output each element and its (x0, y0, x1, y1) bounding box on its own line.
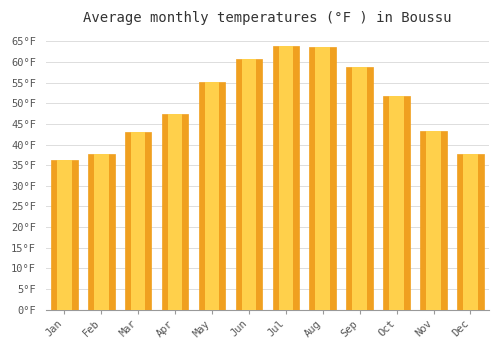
Bar (463, 154, 477, 309)
Bar (125, 132, 152, 309)
Bar (310, 47, 336, 309)
Bar (236, 59, 262, 309)
Bar (204, 82, 220, 309)
Title: Average monthly temperatures (°F ) in Boussu: Average monthly temperatures (°F ) in Bo… (83, 11, 452, 25)
Bar (57, 160, 72, 309)
Bar (168, 114, 182, 309)
Bar (316, 47, 330, 309)
Bar (51, 160, 78, 309)
Bar (384, 96, 410, 309)
Bar (346, 67, 373, 309)
Bar (94, 154, 108, 309)
Bar (198, 82, 226, 309)
Bar (131, 132, 146, 309)
Bar (390, 96, 404, 309)
Bar (278, 46, 293, 309)
Bar (420, 131, 447, 309)
Bar (426, 131, 441, 309)
Bar (457, 154, 483, 309)
Bar (162, 114, 188, 309)
Bar (272, 46, 299, 309)
Bar (88, 154, 115, 309)
Bar (242, 59, 256, 309)
Bar (352, 67, 367, 309)
